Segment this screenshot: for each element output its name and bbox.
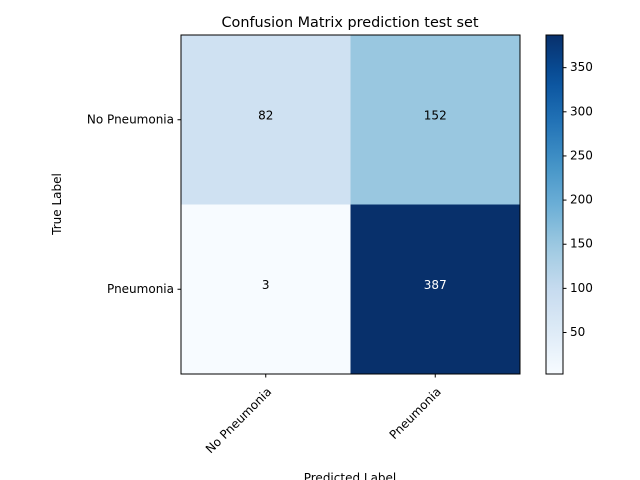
y-tick-label: Pneumonia	[107, 282, 174, 296]
colorbar-ticks: 50 100 150 200 250 300 350	[563, 60, 593, 339]
y-axis-label: True Label	[50, 173, 64, 236]
colorbar	[545, 34, 564, 375]
colorbar-tick-label: 100	[570, 281, 593, 295]
cell-value-label: 82	[258, 108, 273, 122]
colorbar-tick-label: 50	[570, 325, 585, 339]
x-tick-labels: No Pneumonia Pneumonia	[203, 374, 444, 456]
x-tick-label: Pneumonia	[387, 385, 444, 442]
cell-value-label: 387	[424, 278, 447, 292]
y-tick-labels: No Pneumonia Pneumonia	[87, 112, 181, 296]
colorbar-tick-label: 200	[570, 193, 593, 207]
heatmap-cell-values: 82 152 3 387	[258, 108, 447, 292]
x-tick-label: No Pneumonia	[203, 385, 274, 456]
colorbar-tick-label: 350	[570, 60, 593, 74]
colorbar-tick-label: 250	[570, 148, 593, 162]
heatmap-cell	[181, 204, 351, 375]
colorbar-tick-label: 300	[570, 104, 593, 118]
heatmap-cell	[181, 35, 351, 205]
colorbar-tick-label: 150	[570, 237, 593, 251]
cell-value-label: 3	[262, 278, 270, 292]
plot-frame	[180, 34, 521, 375]
heatmap-cells	[181, 35, 521, 375]
y-tick-label: No Pneumonia	[87, 112, 174, 126]
cell-value-label: 152	[424, 108, 447, 122]
heatmap-cell	[350, 35, 521, 205]
x-axis-label: Predicted Label	[304, 471, 397, 480]
heatmap-cell	[350, 204, 521, 375]
chart-title: Confusion Matrix prediction test set	[221, 15, 478, 31]
